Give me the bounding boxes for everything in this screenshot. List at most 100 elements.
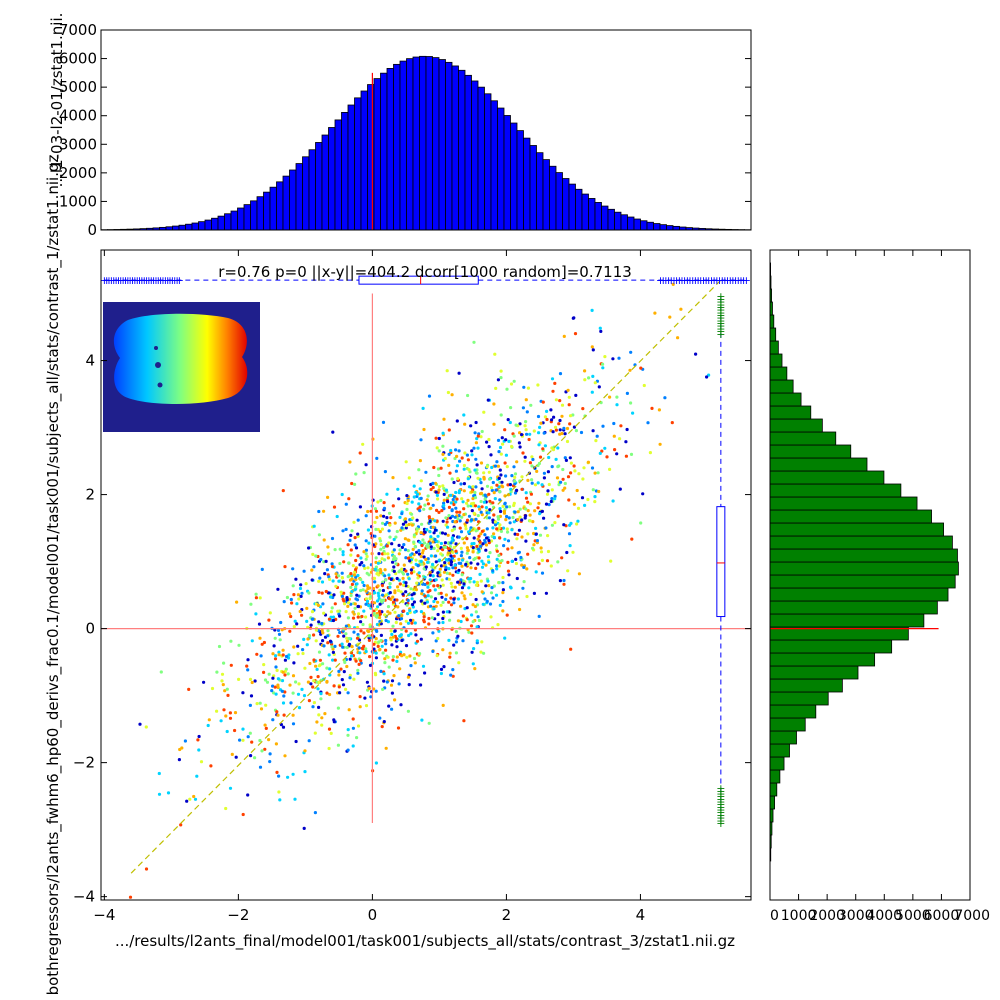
data-point <box>543 415 548 419</box>
data-point <box>395 598 399 602</box>
data-point <box>300 613 304 617</box>
data-point <box>398 634 402 638</box>
data-point <box>356 671 360 675</box>
top-hist-bar <box>302 156 310 231</box>
data-point <box>550 465 554 469</box>
data-point <box>484 543 489 547</box>
data-point <box>482 651 486 655</box>
data-point <box>591 348 595 352</box>
x-outlier-mark: + <box>135 274 144 287</box>
data-point <box>538 425 542 429</box>
right-hist-bar <box>769 366 788 381</box>
data-point <box>381 598 386 602</box>
data-point <box>342 634 346 638</box>
data-point <box>544 526 548 530</box>
data-point <box>344 624 348 628</box>
data-point <box>440 578 444 582</box>
data-point <box>600 449 604 453</box>
x-outlier-mark: + <box>163 274 172 287</box>
data-point <box>356 518 360 522</box>
data-point <box>491 518 495 522</box>
data-point <box>491 526 495 530</box>
data-point <box>546 470 551 474</box>
right-hist-bar <box>769 548 958 563</box>
data-point <box>394 562 398 566</box>
data-point <box>568 422 572 426</box>
data-point <box>496 378 500 382</box>
data-point <box>307 546 311 550</box>
data-point <box>395 637 399 641</box>
data-point <box>356 612 361 616</box>
data-point <box>438 567 442 571</box>
data-point <box>327 552 331 556</box>
data-point <box>410 512 414 516</box>
data-point <box>292 593 296 597</box>
data-point <box>520 518 524 522</box>
y-outlier-mark: + <box>716 296 725 309</box>
data-point <box>459 530 464 534</box>
data-point <box>337 579 341 583</box>
data-point <box>526 500 530 504</box>
data-point <box>220 679 224 683</box>
data-point <box>514 423 518 427</box>
data-point <box>283 565 287 569</box>
data-point <box>302 826 306 831</box>
data-point <box>279 723 283 727</box>
data-point <box>390 542 394 546</box>
data-point <box>435 446 439 450</box>
data-point <box>576 506 581 510</box>
data-point <box>670 421 674 425</box>
data-point <box>502 544 506 548</box>
data-point <box>455 497 459 501</box>
data-point <box>374 761 378 765</box>
data-point <box>364 463 368 467</box>
x-outlier-mark: + <box>123 274 132 287</box>
data-point <box>498 507 502 511</box>
data-point <box>375 614 379 618</box>
data-point <box>553 521 557 525</box>
data-point <box>595 434 599 438</box>
data-point <box>467 485 471 489</box>
data-point <box>391 658 395 662</box>
right-hist-bar <box>769 470 885 485</box>
data-point <box>420 718 424 722</box>
data-point <box>454 549 458 553</box>
data-point <box>528 519 532 523</box>
data-point <box>615 452 619 456</box>
data-point <box>460 456 464 460</box>
data-point <box>241 727 245 731</box>
data-point <box>501 599 505 604</box>
data-point <box>431 562 435 567</box>
data-point <box>525 594 529 599</box>
data-point <box>404 629 408 633</box>
data-point <box>294 577 298 581</box>
data-point <box>530 481 534 485</box>
data-point <box>406 612 410 616</box>
data-point <box>450 585 454 589</box>
data-point <box>387 529 391 533</box>
data-point <box>366 566 370 570</box>
data-point <box>253 756 257 760</box>
data-point <box>374 673 378 677</box>
data-point <box>241 812 245 817</box>
data-point <box>466 548 470 553</box>
data-point <box>511 515 515 520</box>
data-point <box>352 630 356 634</box>
data-point <box>374 656 378 660</box>
data-point <box>329 595 333 599</box>
data-point <box>427 515 431 519</box>
scatter-panel: +++++++++++++++++++++++++++++++++ +++++++… <box>73 249 752 924</box>
data-point <box>466 477 470 481</box>
data-point <box>469 592 473 597</box>
data-point <box>453 515 457 519</box>
data-point <box>556 446 560 450</box>
data-point <box>407 522 411 527</box>
data-point <box>321 639 325 643</box>
y-outlier-mark: + <box>716 793 725 806</box>
data-point <box>206 723 210 728</box>
data-point <box>331 658 335 662</box>
data-point <box>322 509 326 513</box>
data-point <box>443 456 447 461</box>
data-point <box>343 651 347 655</box>
data-point <box>368 655 372 659</box>
